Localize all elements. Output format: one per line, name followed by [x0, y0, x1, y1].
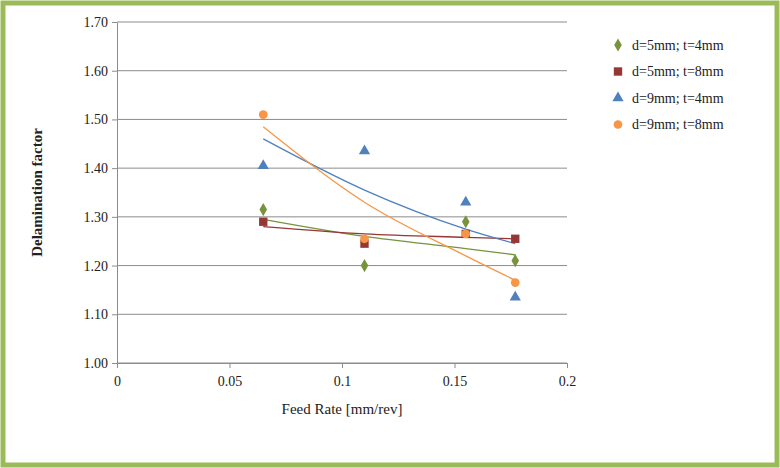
x-axis: 0 0.05 0.1 0.15 0.2 [114, 363, 576, 389]
data-point [259, 218, 267, 226]
chart: 00.050.10.150.21.001.101.201.301.401.501… [0, 0, 780, 468]
y-tick: 1.50 [84, 112, 118, 127]
legend-marker [614, 120, 623, 129]
y-tick-mark [112, 168, 117, 169]
y-tick-label: 1.60 [84, 64, 109, 79]
legend-marker [612, 91, 623, 101]
grid-line [117, 265, 567, 266]
x-tick-mark [567, 363, 568, 368]
legend-label: d=9mm; t=8mm [632, 117, 724, 132]
legend-label: d=5mm; t=4mm [632, 38, 724, 53]
data-point [511, 235, 519, 243]
data-point [511, 278, 520, 287]
y-tick: 1.00 [84, 356, 118, 371]
data-point [258, 159, 269, 169]
legend: d=5mm; t=4mm d=5mm; t=8mm d=9mm; t=4mm d=9m… [612, 38, 723, 132]
data-point [510, 291, 521, 301]
x-tick-mark [342, 363, 343, 368]
y-tick-mark [112, 217, 117, 218]
data-point [259, 110, 268, 119]
y-tick: 1.70 [84, 15, 118, 30]
trend-line [263, 127, 515, 280]
data-point [461, 230, 470, 239]
y-tick-label: 1.30 [84, 210, 109, 225]
y-tick-mark [112, 119, 117, 120]
data-point [511, 254, 519, 267]
x-tick: 0.1 [334, 363, 352, 389]
y-tick-label: 1.40 [84, 161, 109, 176]
grid-line [117, 119, 567, 120]
x-axis-title: Feed Rate [mm/rev] [282, 401, 403, 417]
data-point [361, 259, 369, 272]
grid-line [117, 168, 567, 169]
x-tick: 0.15 [443, 363, 468, 389]
data-point [359, 145, 370, 155]
grid [117, 22, 567, 363]
y-tick-mark [112, 22, 117, 23]
y-tick: 1.10 [84, 307, 118, 322]
grid-line [117, 70, 567, 71]
x-tick-label: 0 [114, 374, 121, 389]
y-tick-label: 1.20 [84, 259, 109, 274]
data-point [462, 215, 470, 228]
y-axis: 1.00 1.10 1.20 1.30 1.40 1.50 1.60 1.70 [84, 15, 118, 371]
data-point [462, 230, 470, 238]
x-tick-mark [455, 363, 456, 368]
data-point [259, 203, 267, 216]
x-tick-mark [117, 363, 118, 368]
y-tick-mark [112, 314, 117, 315]
y-tick-mark [112, 71, 117, 72]
x-tick-mark [230, 363, 231, 368]
y-axis-line [117, 23, 118, 364]
legend-label: d=5mm; t=8mm [632, 64, 724, 79]
x-tick: 0.05 [218, 363, 243, 389]
y-tick-label: 1.50 [84, 112, 109, 127]
y-tick-label: 1.10 [84, 307, 109, 322]
y-tick-mark [112, 266, 117, 267]
plot-area [258, 110, 521, 300]
x-tick: 0 [114, 363, 121, 389]
legend-marker [614, 67, 622, 75]
grid-line [117, 314, 567, 315]
legend-marker [614, 38, 622, 51]
y-tick: 1.40 [84, 161, 118, 176]
legend-label: d=9mm; t=4mm [632, 91, 724, 106]
x-tick-label: 0.05 [218, 374, 243, 389]
y-axis-title: Delamination factor [29, 128, 45, 257]
y-tick: 1.30 [84, 210, 118, 225]
grid-line [117, 216, 567, 217]
x-tick-label: 0.2 [559, 374, 577, 389]
data-point [460, 196, 471, 206]
data-point [360, 234, 369, 243]
grid-line [117, 22, 567, 23]
x-tick-label: 0.1 [334, 374, 352, 389]
x-tick-label: 0.15 [443, 374, 468, 389]
y-tick: 1.60 [84, 64, 118, 79]
frame [3, 3, 777, 465]
y-tick-mark [112, 363, 117, 364]
y-tick-label: 1.70 [84, 15, 109, 30]
x-tick: 0.2 [559, 363, 577, 389]
y-tick-label: 1.00 [84, 356, 109, 371]
trend-line [263, 219, 515, 255]
trend-line [263, 139, 515, 244]
y-tick: 1.20 [84, 259, 118, 274]
